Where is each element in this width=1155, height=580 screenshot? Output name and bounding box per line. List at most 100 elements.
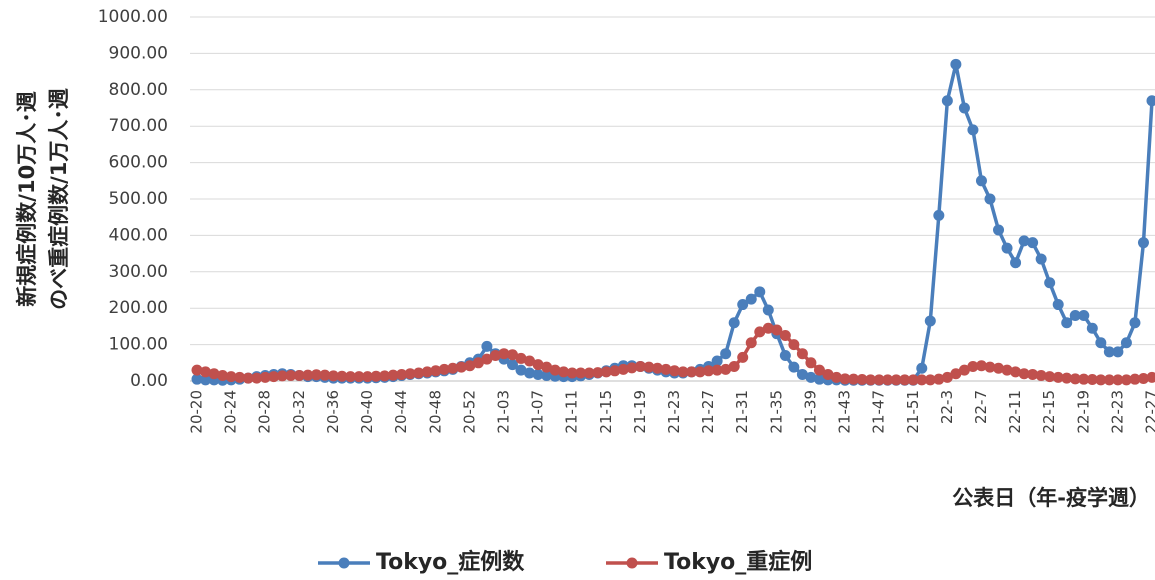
data-point xyxy=(455,361,467,373)
data-point xyxy=(907,374,919,386)
data-point xyxy=(404,368,416,380)
data-point xyxy=(1069,373,1081,385)
data-point xyxy=(1078,373,1090,385)
data-point xyxy=(779,330,791,341)
data-point xyxy=(686,366,698,378)
data-point xyxy=(1018,368,1030,380)
data-point xyxy=(788,339,800,351)
data-point xyxy=(1086,374,1098,386)
data-point xyxy=(600,366,612,378)
data-point xyxy=(737,351,749,363)
data-point xyxy=(327,370,339,382)
x-tick-label: 21-11 xyxy=(563,390,581,434)
data-point xyxy=(899,374,911,386)
data-point xyxy=(754,326,766,338)
data-point xyxy=(958,364,970,376)
data-point xyxy=(430,365,442,377)
data-point xyxy=(958,102,970,114)
y-tick-label: 0.00 xyxy=(130,371,168,391)
data-point xyxy=(1095,337,1107,349)
legend-label: Tokyo_症例数 xyxy=(376,549,525,575)
data-point xyxy=(1129,317,1141,329)
data-point xyxy=(703,365,715,377)
data-point xyxy=(541,370,553,382)
data-point xyxy=(319,369,331,381)
data-point xyxy=(370,370,382,382)
x-tick-label: 20-36 xyxy=(324,390,342,434)
data-point xyxy=(498,348,510,360)
data-point xyxy=(566,367,578,379)
data-point xyxy=(933,373,945,385)
y-tick-label: 600.00 xyxy=(109,153,168,173)
y-tick-label: 1000.00 xyxy=(98,7,168,27)
data-point xyxy=(669,365,680,377)
x-tick-label: 21-15 xyxy=(597,390,615,434)
x-axis-title: 公表日（年-疫学週） xyxy=(952,486,1150,510)
x-tick-label: 22-11 xyxy=(1006,390,1024,434)
data-point xyxy=(200,366,212,378)
y-tick-label: 700.00 xyxy=(109,116,168,136)
data-point xyxy=(626,362,638,374)
data-point xyxy=(1112,374,1124,386)
data-point xyxy=(1061,317,1073,329)
data-point xyxy=(762,322,774,334)
data-point xyxy=(276,370,288,382)
data-point xyxy=(984,361,996,373)
data-point xyxy=(353,371,365,383)
data-point xyxy=(259,371,271,383)
data-point xyxy=(924,315,936,327)
data-point xyxy=(831,371,843,383)
data-point xyxy=(1146,95,1155,107)
x-tick-label: 20-20 xyxy=(188,390,206,434)
data-point xyxy=(464,360,476,372)
data-point xyxy=(745,337,757,349)
data-point xyxy=(762,304,774,316)
data-point xyxy=(745,293,757,305)
data-point xyxy=(737,299,749,311)
data-point xyxy=(200,374,212,386)
data-point xyxy=(506,349,518,361)
legend-marker xyxy=(338,557,350,569)
x-tick-label: 21-19 xyxy=(631,390,649,434)
y-tick-label: 100.00 xyxy=(109,335,168,355)
data-point xyxy=(933,209,945,221)
x-tick-label: 20-40 xyxy=(358,390,376,434)
data-point xyxy=(993,362,1005,374)
data-point xyxy=(1044,371,1056,383)
data-point xyxy=(643,361,655,373)
data-point xyxy=(379,370,391,382)
data-point xyxy=(336,370,348,382)
data-point xyxy=(208,368,220,380)
data-point xyxy=(873,374,885,386)
data-point xyxy=(1010,366,1022,378)
data-point xyxy=(1120,337,1132,349)
data-point xyxy=(438,363,450,375)
data-point xyxy=(805,357,817,369)
data-point xyxy=(387,369,399,381)
data-point xyxy=(720,363,732,375)
data-point xyxy=(975,360,987,372)
x-tick-label: 21-03 xyxy=(494,390,512,434)
data-point xyxy=(1010,257,1022,269)
data-point xyxy=(609,365,621,377)
data-point xyxy=(549,364,561,376)
data-point xyxy=(711,355,723,367)
x-tick-label: 21-51 xyxy=(904,390,922,434)
data-point xyxy=(191,373,203,385)
series-line xyxy=(196,62,1154,383)
data-point xyxy=(413,367,425,379)
x-tick-label: 20-32 xyxy=(290,390,308,434)
data-point xyxy=(362,371,374,383)
data-point xyxy=(532,359,544,371)
data-point xyxy=(1146,371,1155,383)
data-point xyxy=(344,371,356,383)
data-point xyxy=(813,373,825,385)
data-point xyxy=(916,374,928,386)
data-point xyxy=(1052,299,1064,311)
x-tick-label: 20-52 xyxy=(460,390,478,434)
x-tick-label: 22-3 xyxy=(938,390,956,424)
legend-label: Tokyo_重症例 xyxy=(664,549,812,575)
data-point xyxy=(1001,364,1013,376)
data-point xyxy=(1103,374,1115,386)
